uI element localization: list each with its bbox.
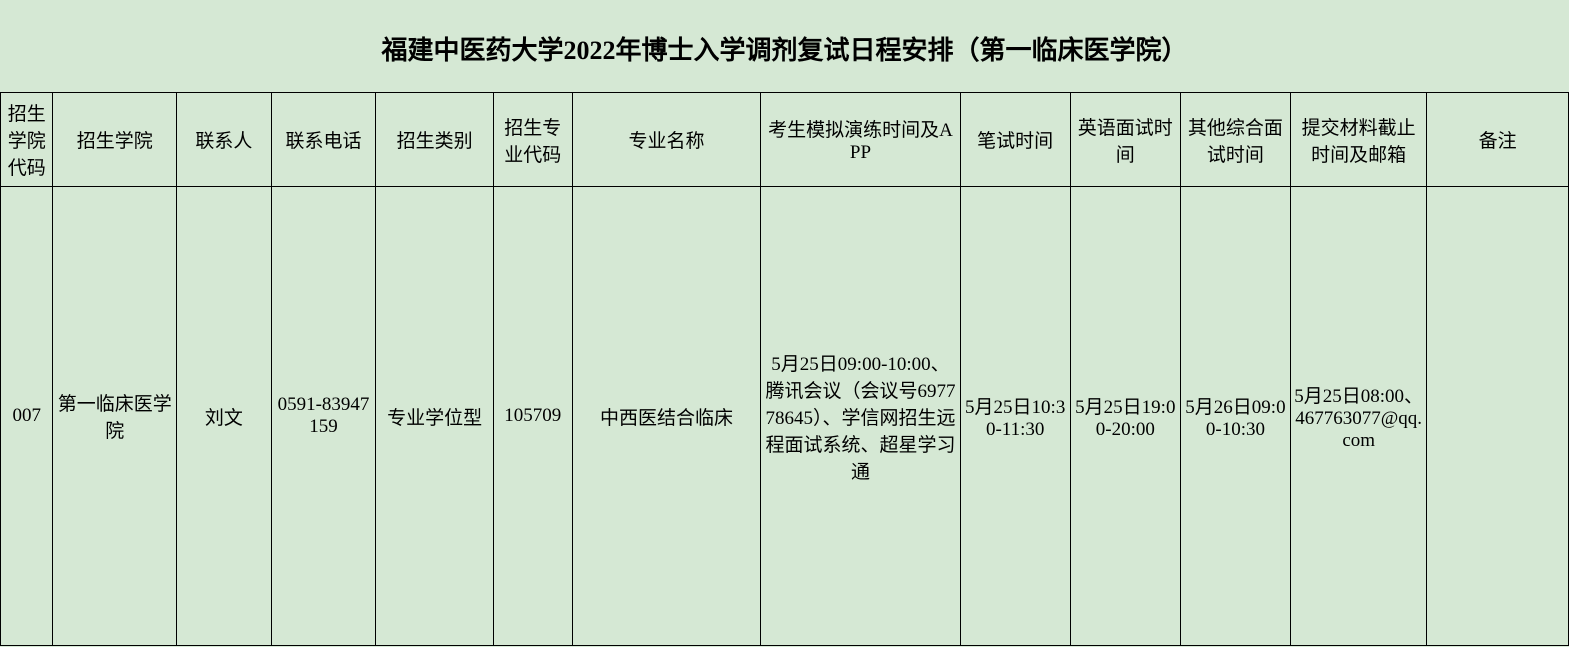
table-row: 007 第一临床医学院 刘文 0591-83947159 专业学位型 10570… xyxy=(1,187,1569,646)
cell-written: 5月25日10:30-11:30 xyxy=(960,187,1070,646)
header-written: 笔试时间 xyxy=(960,93,1070,187)
cell-english: 5月25日19:00-20:00 xyxy=(1070,187,1180,646)
cell-major-code: 105709 xyxy=(493,187,572,646)
header-phone: 联系电话 xyxy=(271,93,376,187)
cell-college: 第一临床医学院 xyxy=(53,187,177,646)
header-deadline: 提交材料截止时间及邮箱 xyxy=(1291,93,1427,187)
header-college-code: 招生学院代码 xyxy=(1,93,53,187)
header-contact: 联系人 xyxy=(177,93,271,187)
cell-college-code: 007 xyxy=(1,187,53,646)
page-title: 福建中医药大学2022年博士入学调剂复试日程安排（第一临床医学院） xyxy=(0,0,1569,92)
header-english: 英语面试时间 xyxy=(1070,93,1180,187)
cell-phone: 0591-83947159 xyxy=(271,187,376,646)
header-type: 招生类别 xyxy=(376,93,493,187)
table-header-row: 招生学院代码 招生学院 联系人 联系电话 招生类别 招生专业代码 专业名称 考生… xyxy=(1,93,1569,187)
schedule-table: 招生学院代码 招生学院 联系人 联系电话 招生类别 招生专业代码 专业名称 考生… xyxy=(0,92,1569,646)
cell-remark xyxy=(1427,187,1569,646)
header-major-code: 招生专业代码 xyxy=(493,93,572,187)
header-remark: 备注 xyxy=(1427,93,1569,187)
header-college: 招生学院 xyxy=(53,93,177,187)
cell-practice: 5月25日09:00-10:00、腾讯会议（会议号697778645）、学信网招… xyxy=(761,187,960,646)
cell-deadline: 5月25日08:00、467763077@qq.com xyxy=(1291,187,1427,646)
cell-major-name: 中西医结合临床 xyxy=(572,187,761,646)
cell-type: 专业学位型 xyxy=(376,187,493,646)
header-practice: 考生模拟演练时间及APP xyxy=(761,93,960,187)
cell-contact: 刘文 xyxy=(177,187,271,646)
header-other: 其他综合面试时间 xyxy=(1180,93,1290,187)
cell-other: 5月26日09:00-10:30 xyxy=(1180,187,1290,646)
header-major-name: 专业名称 xyxy=(572,93,761,187)
